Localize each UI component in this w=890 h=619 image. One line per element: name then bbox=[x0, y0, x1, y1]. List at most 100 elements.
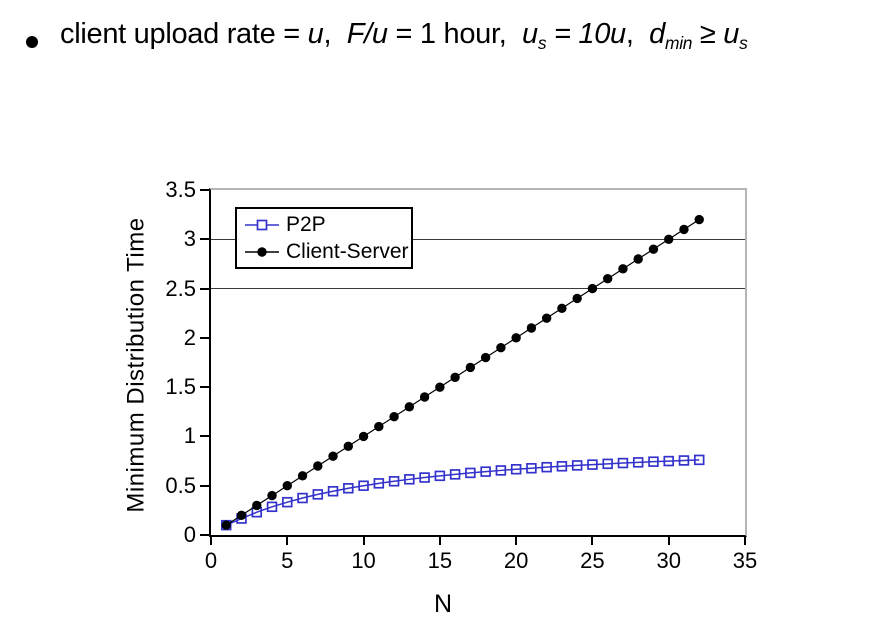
y-tick-mark bbox=[200, 534, 209, 536]
marker-filled-circle bbox=[328, 451, 338, 461]
marker-filled-circle bbox=[282, 481, 292, 491]
y-tick-mark bbox=[200, 189, 209, 191]
slide-bullet: client upload rate = u, F/u = 1 hour, us… bbox=[26, 12, 748, 57]
x-tick-label: 30 bbox=[656, 548, 681, 573]
marker-open-square bbox=[587, 459, 598, 470]
x-tick-label: 10 bbox=[351, 548, 376, 573]
marker-filled-circle bbox=[297, 471, 308, 481]
marker-filled-circle bbox=[404, 402, 415, 412]
text-subscript: s bbox=[739, 33, 748, 54]
marker-filled-circle bbox=[526, 323, 537, 333]
text-segment: = 10u bbox=[546, 18, 626, 50]
marker-open-square bbox=[465, 467, 476, 479]
marker-filled-circle bbox=[572, 293, 582, 304]
legend-square-icon bbox=[245, 219, 279, 230]
x-tick-label: 15 bbox=[427, 548, 453, 573]
series-line-p2p bbox=[225, 459, 700, 526]
y-tick-label: 3.5 bbox=[165, 177, 196, 202]
x-tick-label: 35 bbox=[732, 548, 758, 573]
marker-open-square bbox=[510, 464, 522, 475]
text-segment: F/u bbox=[346, 18, 388, 50]
marker-open-square bbox=[663, 455, 674, 467]
legend-item-client-server: Client-Server bbox=[245, 238, 411, 265]
y-tick-mark bbox=[200, 336, 209, 339]
marker-filled-circle bbox=[679, 224, 689, 235]
legend-item-p2p: P2P bbox=[245, 211, 411, 238]
marker-filled-circle bbox=[541, 313, 552, 323]
marker-open-square bbox=[343, 483, 354, 494]
marker-filled-circle bbox=[618, 264, 628, 274]
bullet-icon bbox=[26, 36, 38, 48]
marker-open-square bbox=[632, 457, 644, 468]
gridline-y-2.5 bbox=[211, 288, 745, 290]
marker-filled-circle bbox=[511, 333, 521, 343]
marker-open-square bbox=[556, 461, 568, 472]
legend-circle bbox=[257, 246, 267, 257]
y-tick-label: 2 bbox=[183, 324, 196, 350]
distribution-time-chart: Minimum Distribution Time 0 0.5 1 1.5 2 2.5 3 3… bbox=[0, 80, 890, 618]
marker-open-square bbox=[480, 466, 491, 477]
marker-open-square bbox=[388, 476, 400, 487]
y-tick-label: 1 bbox=[183, 423, 196, 449]
marker-open-square bbox=[678, 455, 690, 466]
text-segment: d bbox=[649, 18, 666, 50]
marker-filled-circle bbox=[267, 490, 277, 501]
marker-open-square bbox=[327, 485, 339, 497]
marker-open-square bbox=[282, 496, 293, 508]
x-tick-mark bbox=[667, 537, 670, 545]
marker-filled-circle bbox=[343, 441, 354, 451]
legend: P2P Client-Server bbox=[235, 207, 413, 269]
y-tick-mark bbox=[200, 287, 209, 290]
y-tick-label: 0 bbox=[183, 522, 196, 547]
marker-open-square bbox=[373, 478, 385, 489]
marker-open-square bbox=[434, 470, 446, 482]
y-tick-mark bbox=[200, 484, 209, 487]
bullet-text: client upload rate = u, F/u = 1 hour, us… bbox=[60, 12, 748, 57]
x-tick-mark bbox=[744, 537, 746, 545]
marker-filled-circle bbox=[236, 510, 247, 520]
x-tick-mark bbox=[362, 537, 365, 545]
marker-open-square bbox=[266, 501, 278, 513]
x-tick-label: 5 bbox=[281, 548, 294, 573]
marker-filled-circle bbox=[633, 254, 643, 264]
y-tick-mark bbox=[200, 386, 209, 389]
x-tick-mark bbox=[210, 537, 212, 545]
x-tick-mark bbox=[438, 537, 441, 545]
marker-open-square bbox=[495, 465, 507, 476]
marker-open-square bbox=[602, 458, 613, 470]
series-canvas bbox=[221, 214, 705, 531]
x-tick-mark bbox=[286, 537, 289, 545]
text-segment: , bbox=[625, 18, 650, 50]
y-tick-label: 0.5 bbox=[165, 472, 196, 498]
marker-filled-circle bbox=[419, 392, 430, 402]
x-tick-label: 0 bbox=[204, 548, 218, 573]
marker-filled-circle bbox=[587, 283, 598, 294]
x-axis-title: N bbox=[433, 590, 453, 618]
marker-open-square bbox=[312, 489, 324, 500]
marker-filled-circle bbox=[602, 274, 613, 284]
legend-square bbox=[256, 219, 268, 230]
marker-filled-circle bbox=[358, 431, 369, 442]
marker-open-square bbox=[449, 469, 461, 480]
text-subscript: min bbox=[665, 33, 693, 54]
marker-open-square bbox=[297, 492, 308, 504]
legend-circle-icon bbox=[245, 246, 279, 257]
text-segment: , bbox=[323, 18, 347, 50]
legend-label: P2P bbox=[286, 212, 326, 236]
marker-filled-circle bbox=[450, 372, 460, 382]
marker-filled-circle bbox=[664, 234, 674, 244]
marker-filled-circle bbox=[480, 352, 491, 363]
marker-open-square bbox=[526, 463, 537, 474]
marker-open-square bbox=[419, 472, 430, 483]
x-tick-label: 25 bbox=[580, 548, 605, 573]
x-tick-mark bbox=[515, 537, 518, 545]
marker-open-square bbox=[617, 457, 629, 469]
marker-open-square bbox=[693, 454, 705, 466]
y-tick-mark bbox=[200, 435, 209, 438]
text-segment: ≥ bbox=[692, 18, 724, 50]
y-tick-mark bbox=[200, 238, 209, 241]
x-tick-label: 20 bbox=[503, 548, 529, 573]
marker-filled-circle bbox=[496, 343, 506, 353]
marker-filled-circle bbox=[313, 461, 323, 471]
legend-label: Client-Server bbox=[286, 239, 409, 263]
